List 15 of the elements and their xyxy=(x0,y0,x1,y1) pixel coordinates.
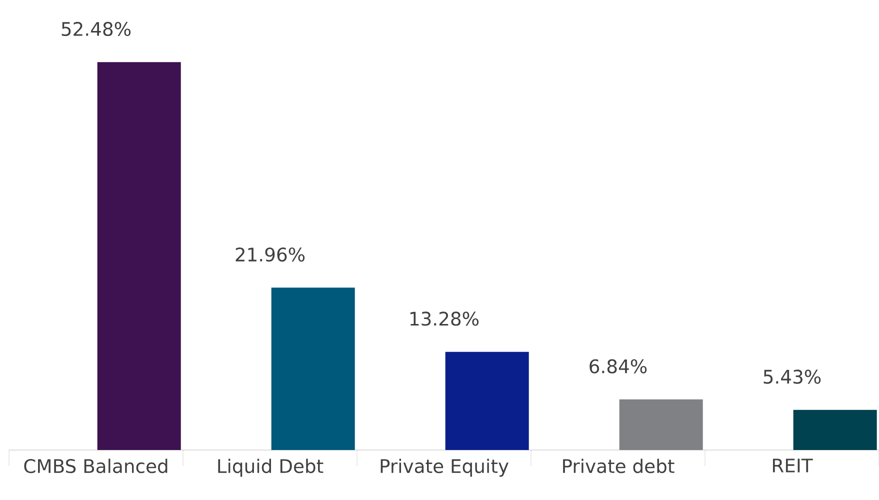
bar xyxy=(97,62,181,450)
data-label: 52.48% xyxy=(62,22,131,36)
data-label: 21.96% xyxy=(236,247,305,262)
bar xyxy=(271,288,355,450)
bar xyxy=(793,410,877,450)
x-tick-label: CMBS Balanced xyxy=(24,458,168,474)
data-label: 6.84% xyxy=(590,359,647,374)
x-tick-label: Private Equity xyxy=(380,458,508,477)
data-label: 5.43% xyxy=(764,370,821,384)
x-tick-label: REIT xyxy=(772,458,813,472)
x-tick-label: Private debt xyxy=(563,458,674,474)
data-label: 13.28% xyxy=(410,312,479,326)
bar xyxy=(619,399,703,450)
x-tick-label: Liquid Debt xyxy=(218,458,324,477)
bar xyxy=(445,352,529,450)
